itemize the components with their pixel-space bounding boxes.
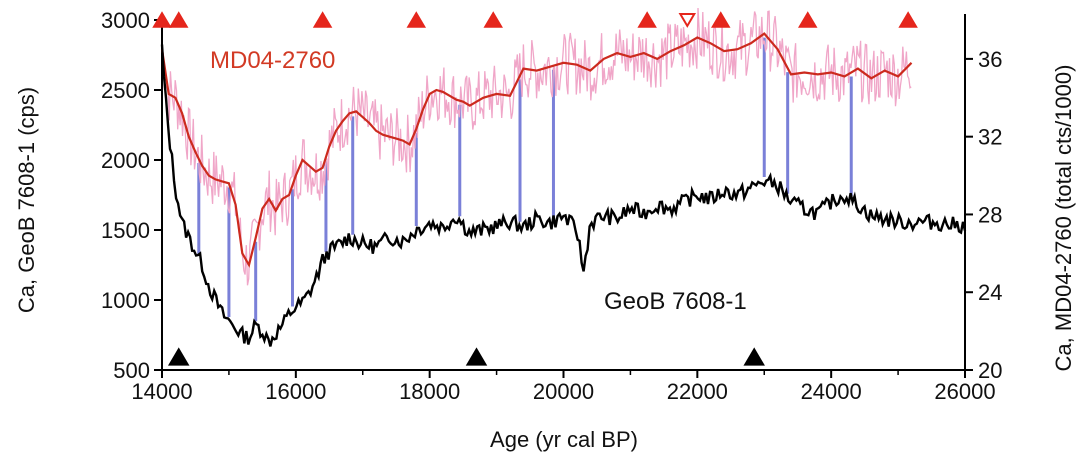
red-triangle-marker [152,11,172,28]
y-left-tick-label: 1000 [101,288,150,313]
red-triangle-marker [898,11,918,28]
markers-group [152,11,918,366]
y-left-axis-title: Ca, GeoB 7608-1 (cps) [14,87,39,313]
x-tick-label: 18000 [399,379,460,404]
red-triangle-marker [168,11,189,28]
black-triangle-marker [465,347,488,366]
md04-2760-line [160,32,913,268]
black-triangle-marker [167,347,190,366]
y-right-axis-title: Ca, MD04-2760 (total cts/1000) [1051,65,1076,372]
x-tick-label: 14000 [131,379,192,404]
y-right-tick-label: 32 [978,125,1002,150]
open-triangle-marker [678,13,697,28]
x-tick-label: 26000 [934,379,995,404]
x-tick-label: 24000 [801,379,862,404]
y-right-tick-label: 24 [978,280,1002,305]
y-left-tick-label: 3000 [101,8,150,33]
y-left-tick-label: 2500 [101,78,150,103]
red-triangle-marker [312,11,333,28]
x-axis-title: Age (yr cal BP) [490,427,638,452]
black-triangle-marker [743,347,765,366]
red-triangle-marker [406,11,427,28]
x-tick-label: 22000 [667,379,728,404]
y-left-tick-label: 1500 [101,218,150,243]
y-right-tick-label: 28 [978,202,1002,227]
md04-2760-label: MD04-2760 [210,47,335,74]
red-triangle-marker [483,11,503,28]
x-tick-label: 16000 [265,379,326,404]
ticks-group: 14000 16000 18000 20000 22000 24000 26000 500 10… [101,8,1002,404]
md04-2760-raw-line [161,7,912,286]
x-tick-label: 20000 [533,379,594,404]
red-triangle-marker [711,11,731,28]
y-right-tick-label: 20 [978,358,1002,383]
y-left-tick-label: 2000 [101,148,150,173]
red-triangle-marker [637,11,657,28]
geob-7608-1-line [160,44,967,347]
y-left-tick-label: 500 [113,358,150,383]
tie-lines-group [197,37,853,322]
series-group [160,7,967,347]
red-triangle-marker [797,11,818,28]
y-right-tick-label: 36 [978,47,1002,72]
geob-7608-1-label: GeoB 7608-1 [604,288,747,315]
